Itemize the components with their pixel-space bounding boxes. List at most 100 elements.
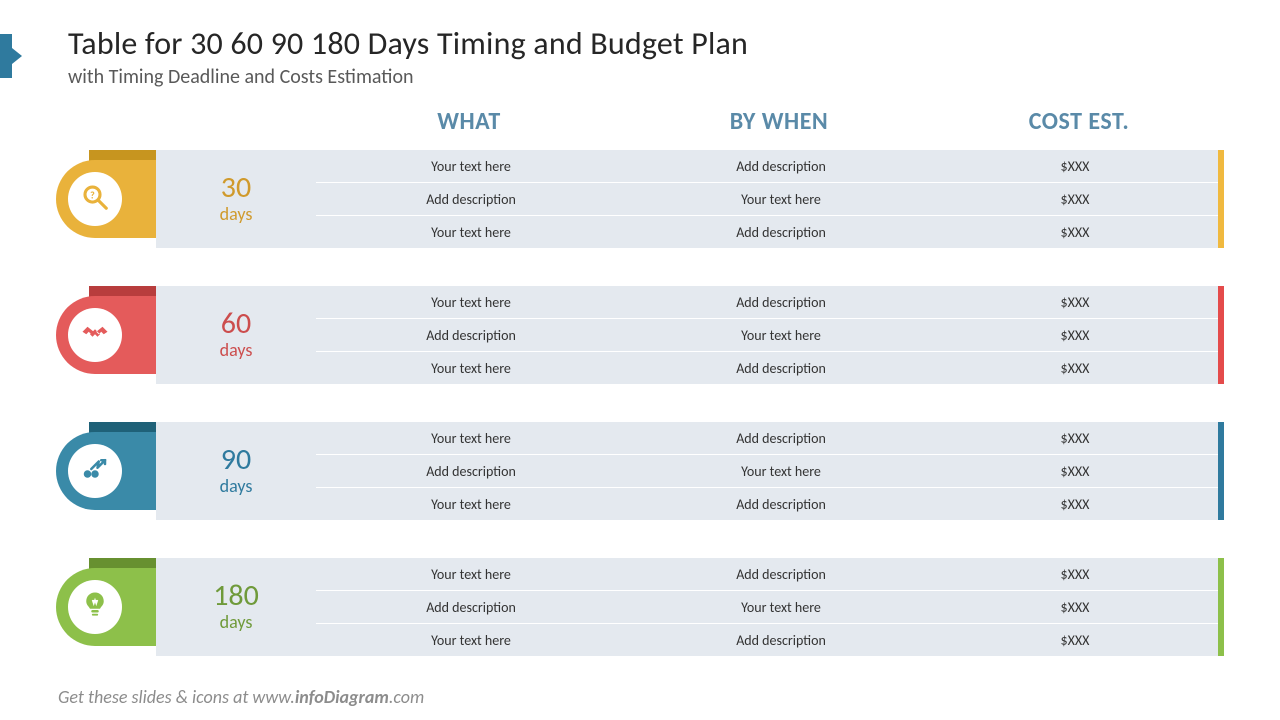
title-accent-bar [0,34,12,78]
table-row: Add description Your text here $XXX [316,590,1218,623]
table-row: Your text here Add description $XXX [316,623,1218,656]
section-block: 60 days Your text here Add description $… [156,286,1224,384]
cell-what: Your text here [316,216,626,248]
days-number: 60 [221,309,251,339]
section-rows: Your text here Add description $XXX Add … [316,150,1218,248]
days-cell: 90 days [156,422,316,520]
cell-when: Add description [626,216,936,248]
cell-cost: $XXX [936,183,1214,215]
growth-icon [80,454,110,489]
section-block: 180 days Your text here Add description … [156,558,1224,656]
period-badge [56,422,166,520]
badge-circle: ? [68,172,122,226]
cell-cost: $XXX [936,352,1214,384]
cell-what: Add description [316,591,626,623]
col-header-cost: COST EST. [934,107,1224,136]
cell-when: Add description [626,488,936,520]
cell-when: Add description [626,624,936,656]
days-cell: 180 days [156,558,316,656]
days-number: 180 [213,581,259,611]
slide-header: Table for 30 60 90 180 Days Timing and B… [0,0,1280,89]
days-label: days [220,475,253,497]
cell-what: Add description [316,455,626,487]
cell-what: Your text here [316,558,626,590]
badge-circle [68,580,122,634]
cell-when: Add description [626,558,936,590]
badge-circle [68,308,122,362]
cell-when: Add description [626,422,936,454]
plan-sections: ? 30 days Your text here Add description… [0,136,1280,664]
cell-cost: $XXX [936,558,1214,590]
bulb-icon [80,590,110,625]
cell-what: Your text here [316,488,626,520]
cell-cost: $XXX [936,455,1214,487]
col-header-what: WHAT [314,107,624,136]
period-badge [56,286,166,384]
slide-subtitle: with Timing Deadline and Costs Estimatio… [68,65,1280,89]
table-row: Your text here Add description $XXX [316,422,1218,454]
days-number: 90 [221,445,251,475]
cell-when: Add description [626,352,936,384]
table-row: Add description Your text here $XXX [316,318,1218,351]
table-row: Your text here Add description $XXX [316,215,1218,248]
cell-when: Add description [626,286,936,318]
cell-cost: $XXX [936,286,1214,318]
table-row: Add description Your text here $XXX [316,182,1218,215]
section-rows: Your text here Add description $XXX Add … [316,286,1218,384]
footer-bold: infoDiagram [295,686,389,708]
cell-what: Your text here [316,286,626,318]
cell-when: Your text here [626,455,936,487]
plan-section-180: 180 days Your text here Add description … [56,550,1280,664]
col-header-bywhen: BY WHEN [624,107,934,136]
table-row: Your text here Add description $XXX [316,351,1218,384]
period-badge [56,558,166,656]
section-block: 90 days Your text here Add description $… [156,422,1224,520]
badge-circle [68,444,122,498]
edge-stripe [1218,558,1224,656]
handshake-icon [80,318,110,353]
plan-section-90: 90 days Your text here Add description $… [56,414,1280,528]
cell-cost: $XXX [936,150,1214,182]
cell-what: Add description [316,183,626,215]
table-row: Your text here Add description $XXX [316,286,1218,318]
cell-cost: $XXX [936,319,1214,351]
days-label: days [220,203,253,225]
table-row: Your text here Add description $XXX [316,487,1218,520]
footer-suffix: .com [389,686,424,708]
days-number: 30 [221,173,251,203]
period-badge: ? [56,150,166,248]
plan-section-60: 60 days Your text here Add description $… [56,278,1280,392]
cell-cost: $XXX [936,422,1214,454]
footer-credit: Get these slides & icons at www.infoDiag… [58,686,424,708]
section-block: 30 days Your text here Add description $… [156,150,1224,248]
days-cell: 60 days [156,286,316,384]
cell-when: Your text here [626,319,936,351]
cell-when: Add description [626,150,936,182]
cell-what: Your text here [316,150,626,182]
cell-what: Your text here [316,624,626,656]
edge-stripe [1218,422,1224,520]
plan-section-30: ? 30 days Your text here Add description… [56,142,1280,256]
footer-prefix: Get these slides & icons at www. [58,686,295,708]
column-headers: WHAT BY WHEN COST EST. [0,107,1280,136]
cell-when: Your text here [626,183,936,215]
days-cell: 30 days [156,150,316,248]
cell-cost: $XXX [936,216,1214,248]
days-label: days [220,611,253,633]
section-rows: Your text here Add description $XXX Add … [316,422,1218,520]
cell-cost: $XXX [936,591,1214,623]
cell-what: Your text here [316,422,626,454]
table-row: Add description Your text here $XXX [316,454,1218,487]
cell-what: Your text here [316,352,626,384]
cell-what: Add description [316,319,626,351]
svg-text:?: ? [90,188,95,201]
cell-cost: $XXX [936,624,1214,656]
edge-stripe [1218,286,1224,384]
section-rows: Your text here Add description $XXX Add … [316,558,1218,656]
cell-when: Your text here [626,591,936,623]
slide-title: Table for 30 60 90 180 Days Timing and B… [68,24,1280,63]
days-label: days [220,339,253,361]
table-row: Your text here Add description $XXX [316,558,1218,590]
table-row: Your text here Add description $XXX [316,150,1218,182]
edge-stripe [1218,150,1224,248]
